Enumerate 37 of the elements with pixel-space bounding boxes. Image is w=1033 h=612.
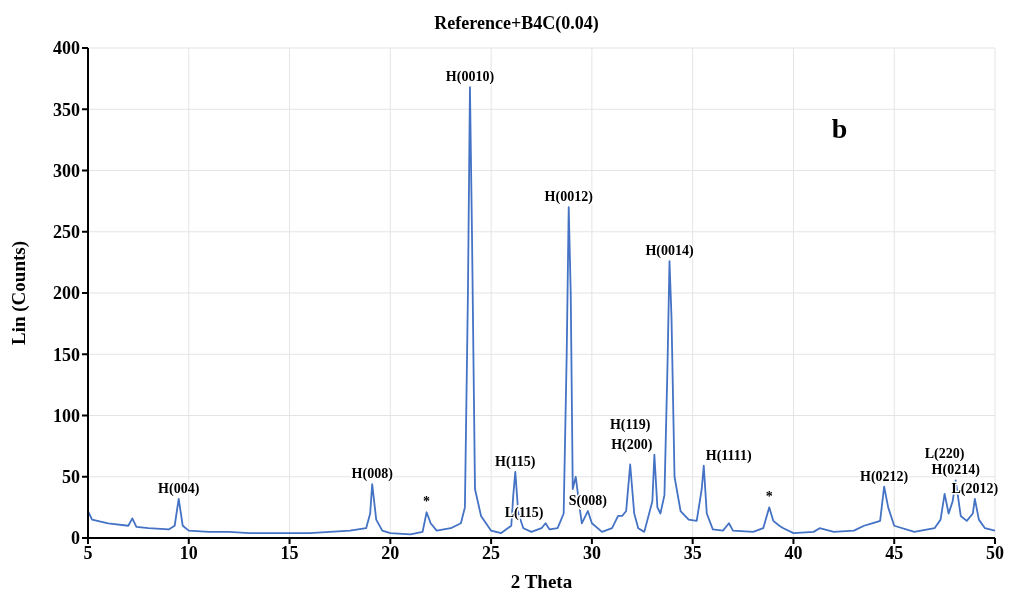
annotation: H(115) [495,453,536,470]
x-tick-label: 40 [784,542,803,563]
y-tick-label: 100 [53,405,80,426]
annotation: * [765,489,773,505]
x-tick-label: 30 [582,542,601,563]
chart-title: Reference+B4C(0.04) [433,12,600,35]
x-tick-label: 10 [179,542,198,563]
annotation: H(0012) [544,189,594,206]
annotation: H(004) [158,480,200,497]
annotation: H(0212) [860,468,909,485]
y-tick-label: 250 [53,222,80,243]
x-tick-label: 25 [482,542,501,563]
annotation: H(119) [609,416,651,433]
x-tick-label: 50 [986,542,1004,563]
x-axis-title: 2 Theta [510,571,573,592]
annotation: H(0010) [445,69,495,86]
y-tick-label: 300 [53,160,80,181]
y-tick-label: 150 [53,344,80,365]
y-tick-label: 0 [71,528,80,549]
annotation: * [423,494,431,510]
annotation: H(1111) [705,447,752,464]
annotation: H(0214) [931,462,981,479]
x-tick-label: 35 [683,542,702,563]
y-tick-label: 50 [62,467,80,488]
x-tick-label: 20 [381,542,400,563]
annotation: H(008) [351,466,394,483]
y-tick-label: 400 [53,38,80,59]
y-axis-title: Lin (Counts) [7,241,30,345]
x-tick-label: 45 [885,542,904,563]
x-tick-label: 5 [83,542,93,563]
annotation: L(220) [924,445,965,462]
annotation: H(200) [611,436,653,453]
x-tick-label: 15 [280,542,299,563]
y-tick-label: 200 [53,283,80,304]
y-tick-label: 350 [53,99,80,120]
annotation: b [831,113,848,144]
annotation: H(0014) [645,243,694,260]
